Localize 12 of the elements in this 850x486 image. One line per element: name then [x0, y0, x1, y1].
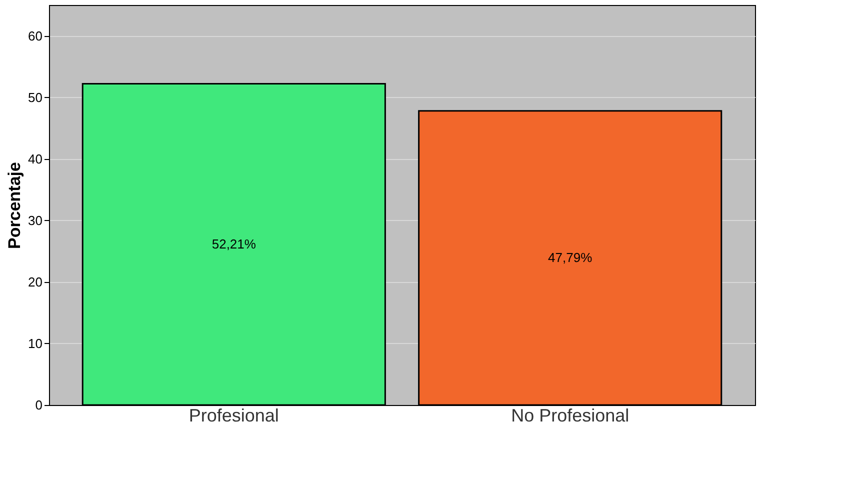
data-label: 52,21%	[212, 236, 256, 252]
y-tick-label: 30	[28, 212, 42, 228]
y-tick-label: 20	[28, 274, 42, 290]
x-tick-label: No Profesional	[511, 406, 630, 426]
y-tick-label: 10	[28, 336, 42, 351]
y-tick-label: 50	[28, 90, 42, 105]
y-tick-label: 60	[28, 28, 42, 44]
x-tick-label: Profesional	[188, 406, 279, 426]
y-tick-label: 40	[28, 151, 42, 166]
data-label: 47,79%	[548, 250, 593, 265]
y-axis-title: Porcentaje	[5, 162, 24, 249]
y-tick-label: 0	[35, 398, 42, 412]
